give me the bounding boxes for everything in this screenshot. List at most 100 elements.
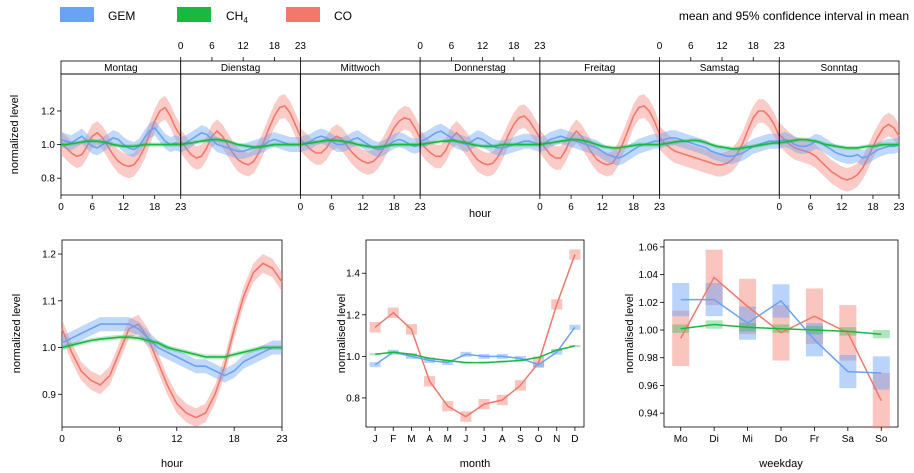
series-line-gem [180,131,301,153]
y-tick-label: 1.0 [42,343,56,354]
y-tick-label: 1.2 [41,106,55,117]
x-tick-label: O [535,434,543,445]
x-tick-label: Mo [674,434,688,445]
series-line-co [680,276,882,402]
series-line-ch4 [539,138,660,149]
y-axis-label: normalized level [11,294,23,373]
x-tick-label: 18 [508,41,520,52]
y-tick-label: 1.2 [346,310,360,321]
x-tick-label: 0 [417,41,423,52]
x-tick-label: 6 [209,41,215,52]
y-tick-label: 0.8 [346,393,360,404]
x-tick-label: 23 [415,202,427,213]
ci-box-ch4 [569,344,581,348]
x-tick-label: Do [775,434,788,445]
x-tick-label: S [517,434,524,445]
x-tick-label: 0 [178,41,184,52]
series-line-gem [374,326,576,366]
y-tick-label: 1.00 [639,326,659,337]
series-line-gem [659,137,780,158]
x-tick-label: 6 [449,41,455,52]
series-line-ch4 [61,336,282,358]
series-line-ch4 [300,139,421,148]
series-line-gem [539,135,660,159]
plot-frame [60,73,900,196]
series-line-co [539,104,661,166]
x-tick-label: 6 [568,202,574,213]
x-tick-label: 12 [477,41,489,52]
series-line-gem [300,135,421,151]
ci-box-gem [569,324,581,330]
x-tick-label: 23 [276,434,288,445]
x-tick-label: 6 [329,202,335,213]
x-tick-label: 18 [748,41,760,52]
series-line-ch4 [419,139,540,148]
ci-box-ch4 [369,353,381,356]
x-tick-label: 23 [774,41,786,52]
strip-label: Sonntag [821,63,858,74]
y-tick-label: 0.96 [639,381,659,392]
x-tick-label: 23 [534,41,546,52]
strip-label: Dienstag [221,63,260,74]
x-tick-label: A [499,434,506,445]
x-tick-label: 18 [389,202,401,213]
x-tick-label: Di [709,434,718,445]
ci-band-co [420,104,540,177]
series-line-ch4 [180,138,301,148]
x-tick-label: 6 [117,434,123,445]
legend: GEM CH4 CO mean and 95% confidence inter… [60,7,909,25]
x-tick-label: M [407,434,415,445]
ci-band-gem [420,123,540,156]
x-tick-label: 12 [118,202,130,213]
legend-label-ch4: CH4 [226,9,248,25]
strip-label: Samstag [700,63,739,74]
y-tick-label: 1.4 [346,269,360,280]
legend-label-gem: GEM [108,9,135,23]
ci-box-co [672,310,690,367]
strip-label: Donnerstag [454,63,506,74]
series-line-gem [419,130,541,149]
x-tick-label: Fr [810,434,820,445]
y-axis-label: normalized level [9,95,21,174]
ci-band-co [61,95,181,179]
x-tick-label: 23 [893,202,905,213]
y-tick-label: 1.02 [639,298,659,309]
x-tick-label: 0 [298,202,304,213]
ci-band-gem [300,128,421,158]
ci-band-gem [62,317,282,383]
series-line-gem [61,323,282,377]
x-tick-label: 12 [171,434,183,445]
series-line-gem [60,126,181,151]
legend-swatch-ch4 [177,7,211,22]
ci-band-co [539,94,660,177]
y-axis-label: normalised level [624,294,636,373]
y-tick-label: 1.04 [639,270,659,281]
series-line-gem [680,298,882,374]
y-tick-label: 1.06 [639,242,659,253]
ci-band-co [62,254,282,427]
panel-weekday: 0.94 0.96 0.98 1.00 1.02 1.04 1.06 Mo Di Mi Do Fr Sa… [624,239,899,470]
x-tick-label: 18 [149,202,161,213]
strip-label: Montag [104,63,137,74]
legend-label-co: CO [334,9,352,23]
series-line-co [419,115,541,166]
series-line-co [180,104,302,166]
y-tick-label: 0.9 [42,390,56,401]
x-tick-label: 18 [628,202,640,213]
series-line-co [778,123,900,181]
ci-band-gem [180,125,301,159]
x-tick-label: Sa [842,434,855,445]
x-tick-label: J [373,434,378,445]
x-axis-label: weekday [758,458,803,470]
x-tick-label: So [875,434,888,445]
legend-swatch-gem [60,7,94,22]
y-axis-label: normalised level [336,294,348,373]
plot-frame [61,239,283,428]
ci-band-co [659,99,780,177]
x-tick-label: M [444,434,452,445]
x-tick-label: F [390,434,396,445]
x-tick-label: 0 [537,202,543,213]
x-tick-label: 23 [175,202,187,213]
series-line-ch4 [375,345,576,364]
